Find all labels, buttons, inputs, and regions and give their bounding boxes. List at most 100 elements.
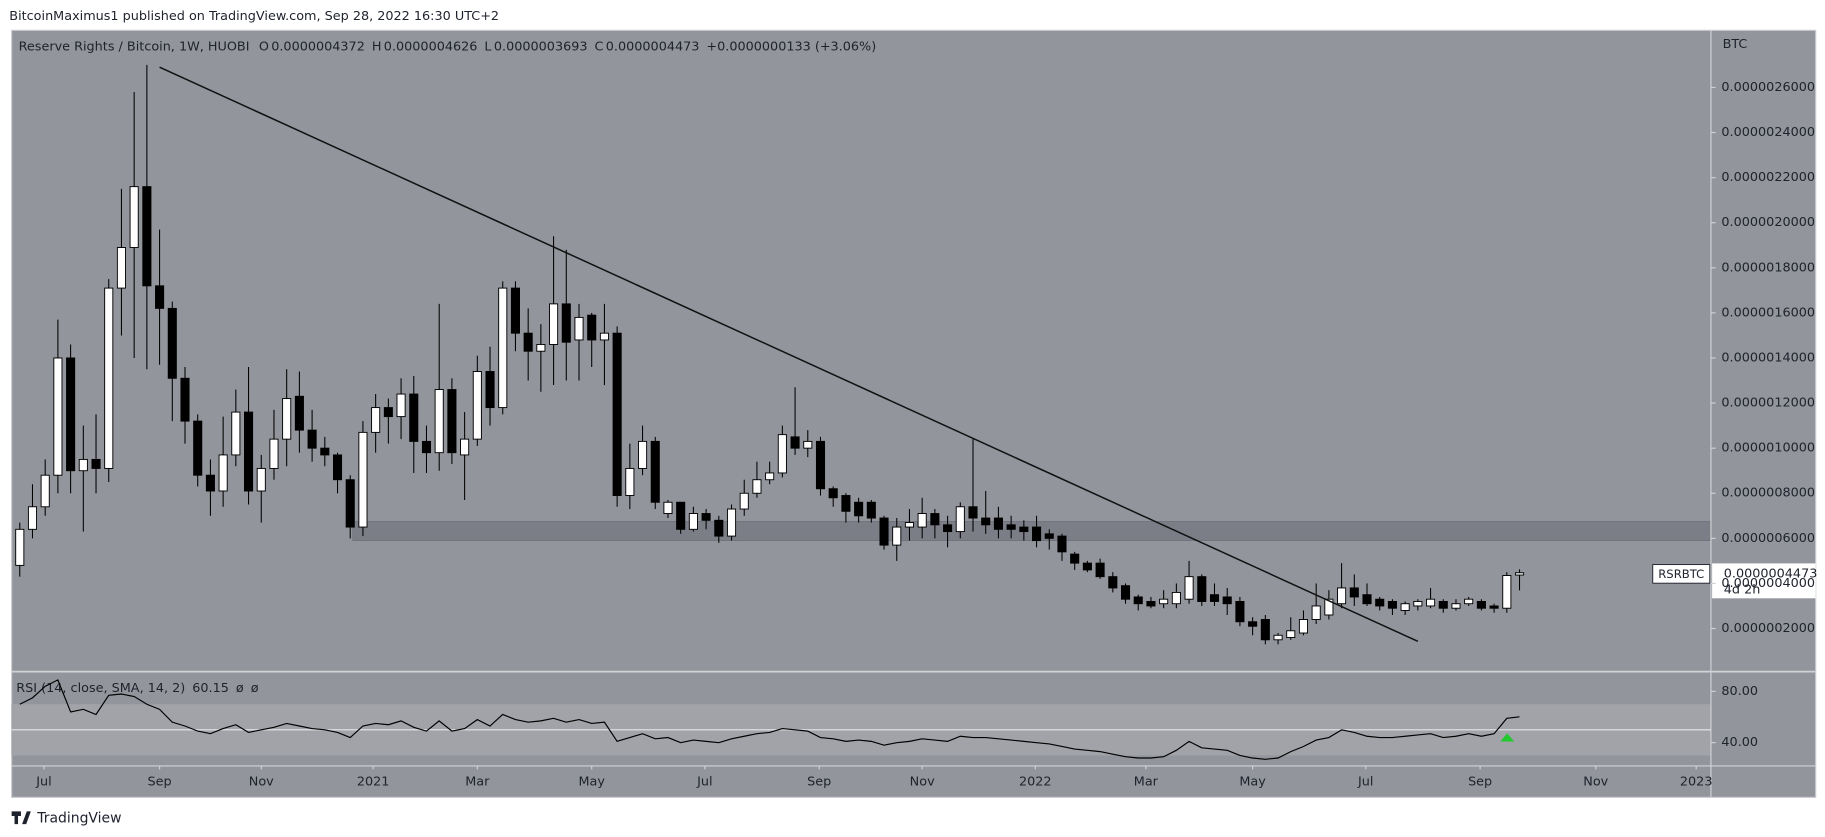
candle-body [320, 447, 330, 456]
candle-body [1489, 605, 1499, 609]
candle-body [40, 474, 50, 508]
ohlc-value: 0.0000004473 [606, 39, 700, 54]
candle-body [142, 186, 152, 287]
candle-body [866, 501, 876, 519]
candle-body [231, 411, 241, 456]
candle-body [421, 440, 432, 454]
footer-logo: TradingView [11, 810, 122, 826]
candle-body [1514, 572, 1525, 576]
y-tick-label: 0.0000008000 [1721, 486, 1815, 501]
candle-body [1400, 603, 1410, 611]
candle-body [1337, 587, 1347, 605]
candle-body [930, 513, 940, 526]
zone-layer [352, 521, 1712, 541]
candle-body [1082, 562, 1092, 571]
footer-text: TradingView [36, 810, 121, 826]
candle-body [1426, 598, 1436, 607]
price-tag [1712, 563, 1816, 599]
candle-body [739, 492, 749, 510]
candle-body [981, 517, 991, 526]
candle-body [1184, 576, 1194, 600]
candle-body [549, 303, 559, 345]
rsi-extra: ø [251, 680, 259, 695]
ohlc-key: O [259, 39, 269, 54]
y-tick-label: 0.0000018000 [1721, 260, 1815, 275]
x-tick-label: Nov [249, 775, 274, 790]
rsi-y-tick-label: 40.00 [1721, 735, 1758, 750]
candle-body [91, 458, 101, 469]
candle-body [523, 332, 533, 352]
candle-body [663, 501, 673, 515]
candle-body [1273, 634, 1283, 641]
candle-body [904, 522, 914, 528]
candle-body [167, 307, 177, 379]
y-tick-label: 0.0000012000 [1721, 396, 1815, 411]
candle-body [1324, 598, 1334, 616]
candle-body [15, 528, 25, 566]
candle-body [1006, 524, 1016, 530]
candle-body [650, 440, 660, 503]
x-tick-label: 2021 [357, 775, 390, 790]
y-tick-label: 0.0000010000 [1721, 441, 1815, 456]
y-tick-label: 0.0000022000 [1721, 170, 1815, 185]
last-price: 0.0000004473 [1724, 566, 1818, 581]
candle-body [1311, 605, 1321, 620]
candle-body [1133, 596, 1143, 605]
candle-body [968, 506, 978, 519]
candle-body [638, 440, 648, 469]
publish-note: BitcoinMaximus1 published on TradingView… [9, 9, 499, 24]
candle-body [1108, 576, 1118, 589]
candle-body [612, 332, 622, 496]
candle-body [815, 440, 826, 490]
candle-body [460, 438, 470, 456]
candle-body [1464, 598, 1474, 605]
candle-body [1451, 603, 1461, 609]
candle-body [1044, 533, 1054, 539]
countdown: 4d 2h [1724, 583, 1761, 598]
candle-body [1248, 621, 1258, 627]
candle-body [1095, 562, 1105, 578]
candle-body [803, 440, 813, 449]
candle-body [104, 287, 114, 469]
candle-body [180, 377, 190, 422]
y-tick-label: 0.0000006000 [1721, 531, 1815, 546]
candle-body [1146, 600, 1156, 607]
ohlc-key: L [484, 39, 492, 54]
ohlc-key: C [595, 39, 604, 54]
candle-body [256, 467, 266, 492]
x-tick-label: Nov [1583, 775, 1608, 790]
candle-body [752, 479, 762, 494]
x-tick-label: Mar [1134, 775, 1159, 790]
candle-body [116, 247, 126, 289]
candle-body [1413, 600, 1423, 607]
candle-body [1476, 600, 1486, 609]
candle-body [892, 526, 902, 546]
y-tick-label: 0.0000020000 [1721, 215, 1815, 230]
candle-body [129, 186, 139, 248]
rsi-value: 60.15 [192, 680, 229, 695]
ohlc-value: 0.0000004372 [271, 39, 365, 54]
trendline [159, 66, 1419, 643]
candle-body [1286, 630, 1296, 638]
candle-body [688, 513, 698, 530]
candle-body [676, 501, 686, 530]
candle-body [1387, 600, 1397, 609]
candle-body [765, 472, 775, 481]
candle-body [1171, 591, 1181, 605]
candle-body [345, 479, 355, 528]
rsi-title: RSI (14, close, SMA, 14, 2) [16, 680, 185, 695]
candle-body [1375, 598, 1385, 607]
candle-body [1438, 600, 1448, 609]
candle-body [955, 506, 965, 533]
candle-body [1235, 600, 1245, 623]
ohlc-key: H [372, 39, 382, 54]
ohlc-header: Reserve Rights / Bitcoin, 1W, HUOBI O 0.00… [19, 39, 877, 54]
candle-body [78, 458, 88, 472]
candle-body [574, 316, 584, 341]
candle-body [1260, 619, 1270, 641]
candle-body [1298, 619, 1309, 634]
y-tick-label: 0.0000026000 [1721, 80, 1815, 95]
candle-body [218, 454, 228, 492]
candle-body [358, 431, 368, 528]
y-tick-label: 0.0000004000 [1721, 576, 1815, 591]
